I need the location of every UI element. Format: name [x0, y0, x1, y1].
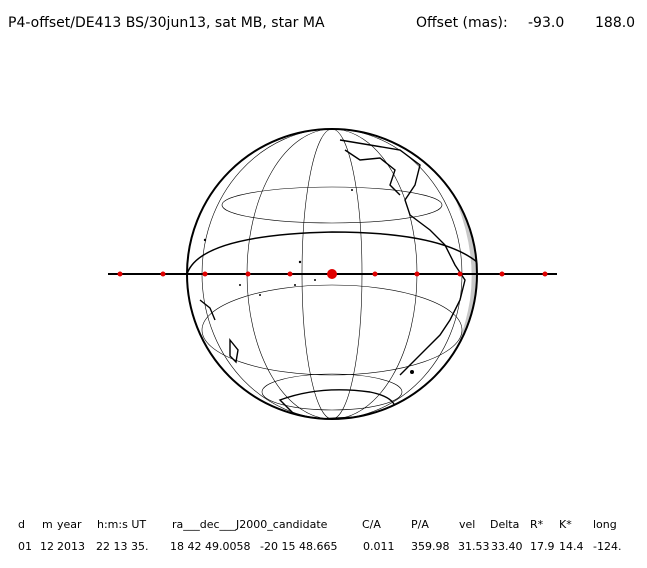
column-header: m	[42, 518, 53, 531]
time-markers	[117, 269, 548, 279]
column-header: year	[57, 518, 82, 531]
cell: 18 42 49.0058	[170, 540, 250, 553]
cell: 22 13 35.	[96, 540, 148, 553]
cell: 01	[18, 540, 32, 553]
column-header: long	[593, 518, 617, 531]
coastlines	[199, 139, 466, 419]
ephemeris-table: d m year h:m:s UT ra___dec___J2000_candidate…	[18, 518, 621, 553]
cell: 33.40	[491, 540, 523, 553]
cell: 0.011	[363, 540, 395, 553]
cell: 12	[40, 540, 54, 553]
cell: 359.98	[411, 540, 450, 553]
column-header: K*	[559, 518, 572, 531]
column-header: d	[18, 518, 25, 531]
offset-value: 188.0	[595, 15, 635, 31]
title: P4-offset/DE413 BS/30jun13, sat MB, star…	[8, 15, 325, 31]
column-header: R*	[530, 518, 544, 531]
column-header: C/A	[362, 518, 381, 531]
cell: 17.9	[530, 540, 555, 553]
islands	[203, 189, 414, 374]
offset-value: -93.0	[528, 15, 564, 31]
column-header: h:m:s UT	[97, 518, 146, 531]
column-header: vel	[459, 518, 475, 531]
cell: 2013	[57, 540, 85, 553]
cell: 14.4	[559, 540, 584, 553]
cell: -124.	[593, 540, 621, 553]
column-header: P/A	[411, 518, 429, 531]
cell: 31.53	[458, 540, 490, 553]
equator	[187, 231, 477, 275]
column-header: Delta	[490, 518, 519, 531]
column-header: ra___dec___J2000_candidate	[172, 518, 328, 531]
cell: -20 15 48.665	[260, 540, 337, 553]
offset-label: Offset (mas):	[416, 15, 508, 31]
